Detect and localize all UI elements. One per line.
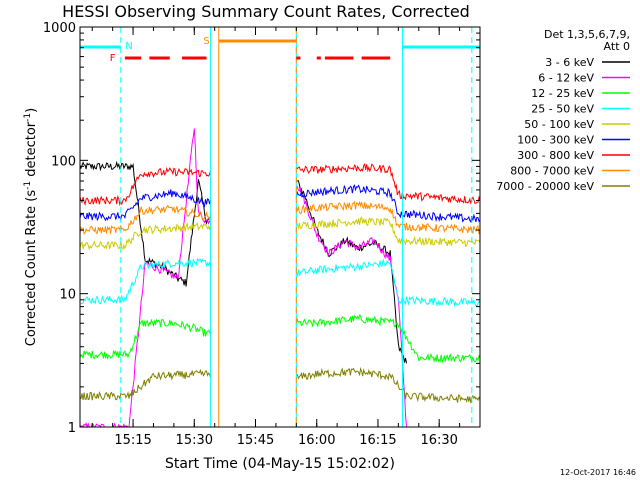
y-tick-label: 1000: [43, 21, 76, 36]
legend-label: 300 - 800 keV: [517, 149, 594, 162]
x-axis: 15:15 15:30 15:45 16:00 16:15 16:30: [91, 27, 481, 448]
x-tick-label: 15:45: [237, 433, 274, 448]
legend-label: 25 - 50 keV: [531, 103, 594, 116]
y-tick-label: 10: [59, 288, 76, 303]
series-line: [79, 257, 212, 305]
legend-label: 50 - 100 keV: [524, 118, 594, 131]
flag-label: N: [125, 41, 132, 52]
x-tick-label: 16:30: [420, 433, 457, 448]
series-line: [79, 166, 212, 207]
legend-header: Det 1,3,5,6,7,9,: [544, 28, 630, 41]
x-tick-label: 15:30: [176, 433, 213, 448]
legend-label: 100 - 300 keV: [517, 134, 594, 147]
series-line: [296, 162, 481, 205]
legend: Det 1,3,5,6,7,9, Att 0 3 - 6 keV 6 - 12 k…: [496, 28, 630, 193]
series-line: [295, 184, 481, 223]
flag-label: S: [203, 36, 209, 47]
legend-header: Att 0: [604, 40, 630, 53]
series-line: [79, 189, 212, 222]
series-7: [79, 162, 481, 207]
y-axis-label-part: ): [24, 108, 39, 113]
y-tick-label: 1: [68, 421, 76, 436]
series-line: [79, 204, 212, 235]
series-line: [79, 368, 212, 401]
series-6: [79, 184, 481, 223]
series-line: [295, 200, 481, 235]
timestamp: 12-Oct-2017 16:46: [560, 468, 636, 477]
legend-label: 6 - 12 keV: [538, 72, 594, 85]
series-line: [79, 221, 212, 251]
series-4: [79, 257, 481, 308]
plot-area: NF S: [79, 27, 481, 429]
x-tick-label: 15:15: [114, 433, 151, 448]
y-tick-label: 100: [51, 154, 76, 169]
y-axis-label: Corrected Count Rate (s-1 detector-1): [23, 108, 39, 346]
series-9: [79, 366, 481, 404]
plot-frame: [79, 26, 481, 428]
series-line: [295, 258, 481, 308]
y-axis: 1 10 100 1000: [43, 21, 480, 436]
x-tick-label: 16:15: [359, 433, 396, 448]
legend-label: 3 - 6 keV: [545, 56, 594, 69]
y-axis-label-sup: -1: [23, 181, 33, 190]
series-line: [296, 366, 481, 404]
y-axis-label-part: Corrected Count Rate (s: [24, 190, 39, 347]
y-axis-label-part: detector: [24, 121, 39, 181]
x-axis-label: Start Time (04-May-15 15:02:02): [165, 456, 395, 472]
legend-label: 12 - 25 keV: [531, 87, 594, 100]
series-line: [79, 318, 212, 361]
series-3: [79, 314, 481, 364]
series-2: [79, 128, 407, 429]
series-5: [79, 216, 481, 251]
legend-label: 800 - 7000 keV: [510, 165, 594, 178]
y-axis-label-sup: -1: [23, 113, 33, 122]
flag-label: F: [110, 53, 116, 64]
x-tick-label: 16:00: [298, 433, 335, 448]
legend-label: 7000 - 20000 keV: [496, 180, 594, 193]
chart-title: HESSI Observing Summary Count Rates, Cor…: [62, 2, 470, 21]
series-line: [295, 185, 407, 428]
series-line: [295, 314, 481, 364]
series-8: [79, 200, 481, 235]
series-line: [79, 128, 211, 429]
series-line: [295, 216, 481, 248]
series-line: [79, 160, 211, 287]
